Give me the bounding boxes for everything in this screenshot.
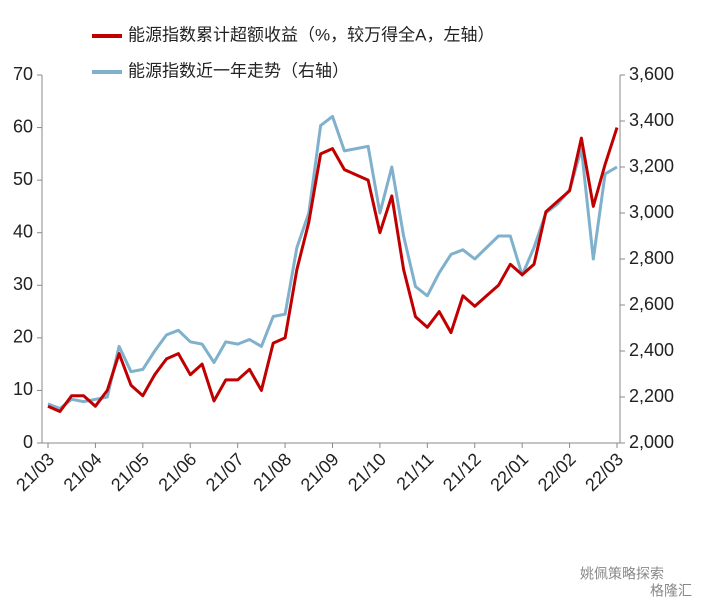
legend-label: 能源指数近一年走势（右轴） — [128, 61, 349, 80]
y-tick-label: 50 — [13, 169, 33, 189]
y2-tick-label: 2,600 — [629, 294, 674, 314]
x-tick-label: 21/11 — [392, 449, 437, 494]
x-tick-label: 21/12 — [439, 449, 485, 495]
y-tick-label: 30 — [13, 274, 33, 294]
x-tick-label: 21/09 — [297, 449, 343, 495]
y2-tick-label: 3,600 — [629, 64, 674, 84]
y2-tick-label: 2,400 — [629, 340, 674, 360]
watermark: 格隆汇 — [650, 583, 692, 599]
x-tick-label: 21/04 — [60, 449, 106, 495]
y-tick-label: 60 — [13, 116, 33, 136]
x-tick-label: 21/07 — [202, 449, 248, 495]
watermark: 姚佩策略探索 — [580, 566, 664, 582]
y-tick-label: 70 — [13, 64, 33, 84]
x-tick-label: 21/10 — [344, 449, 390, 495]
x-tick-label: 22/02 — [534, 449, 580, 495]
y-tick-label: 10 — [13, 379, 33, 399]
x-tick-label: 21/06 — [154, 449, 200, 495]
y2-tick-label: 3,400 — [629, 110, 674, 130]
x-tick-label: 22/03 — [581, 449, 627, 495]
y2-tick-label: 3,200 — [629, 156, 674, 176]
x-tick-label: 21/03 — [12, 449, 58, 495]
y2-tick-label: 2,000 — [629, 432, 674, 452]
x-tick-label: 21/08 — [249, 449, 295, 495]
x-tick-label: 22/01 — [486, 449, 532, 495]
legend-label: 能源指数累计超额收益（%，较万得全A，左轴） — [128, 25, 494, 44]
y2-tick-label: 3,000 — [629, 202, 674, 222]
y2-tick-label: 2,800 — [629, 248, 674, 268]
y-tick-label: 40 — [13, 221, 33, 241]
y-tick-label: 0 — [23, 432, 33, 452]
x-tick-label: 21/05 — [107, 449, 153, 495]
y-tick-label: 20 — [13, 327, 33, 347]
y2-tick-label: 2,200 — [629, 386, 674, 406]
series-line — [47, 127, 619, 413]
series-line — [47, 114, 618, 410]
